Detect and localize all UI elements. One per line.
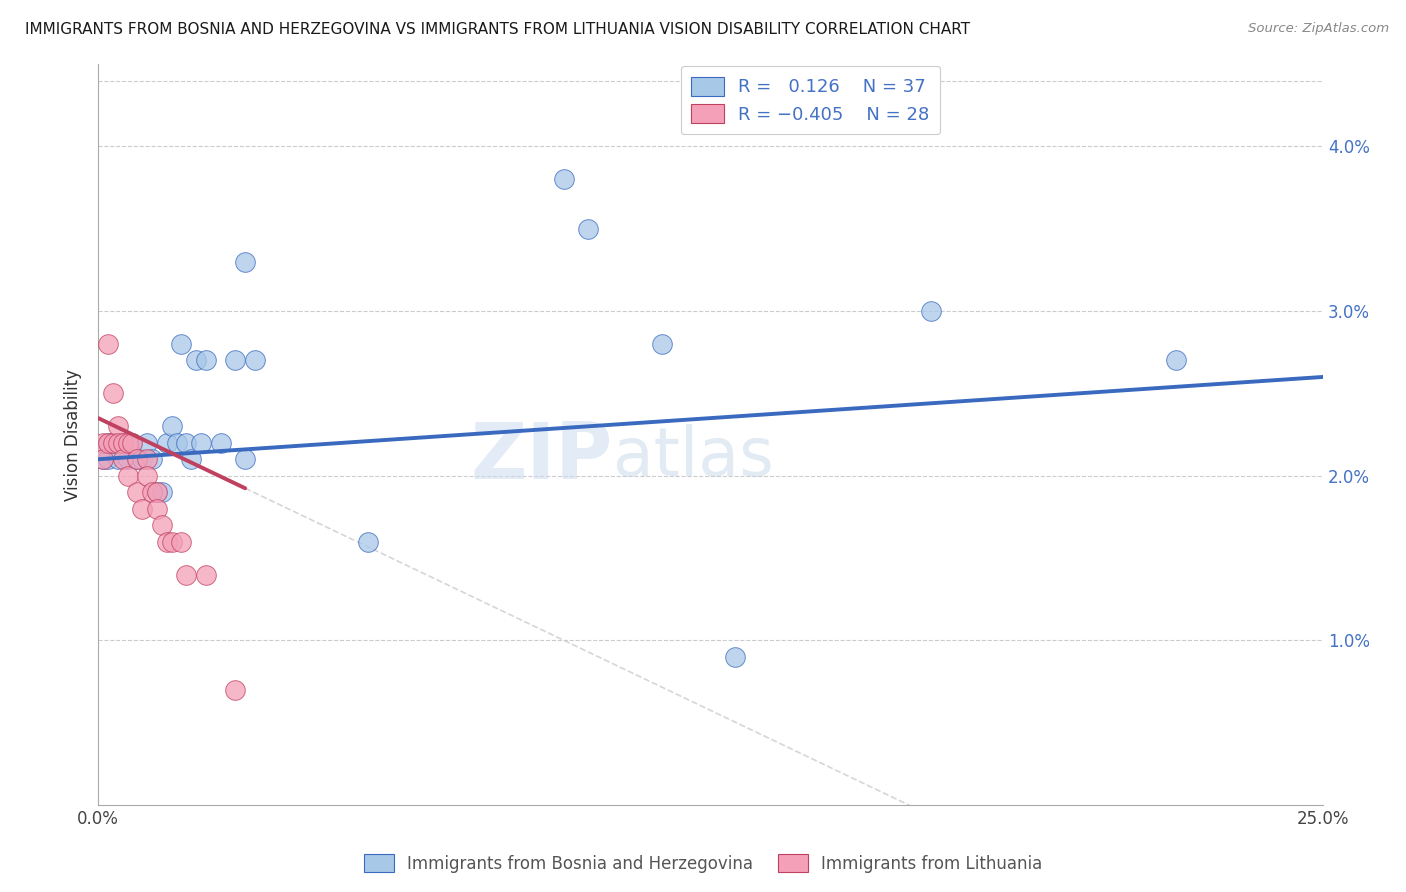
- Point: [121, 435, 143, 450]
- Point: [233, 452, 256, 467]
- Point: [136, 468, 159, 483]
- Point: [131, 501, 153, 516]
- Point: [91, 452, 114, 467]
- Point: [190, 435, 212, 450]
- Text: ZIP: ZIP: [471, 419, 613, 495]
- Point: [160, 419, 183, 434]
- Point: [111, 435, 134, 450]
- Point: [194, 353, 217, 368]
- Point: [101, 435, 124, 450]
- Point: [107, 452, 129, 467]
- Point: [150, 485, 173, 500]
- Point: [243, 353, 266, 368]
- Point: [146, 485, 169, 500]
- Point: [101, 386, 124, 401]
- Point: [150, 518, 173, 533]
- Point: [111, 435, 134, 450]
- Point: [209, 435, 232, 450]
- Point: [224, 682, 246, 697]
- Point: [166, 435, 188, 450]
- Point: [651, 337, 673, 351]
- Point: [141, 485, 163, 500]
- Point: [146, 501, 169, 516]
- Point: [920, 304, 942, 318]
- Text: atlas: atlas: [613, 424, 773, 490]
- Point: [576, 221, 599, 235]
- Point: [553, 172, 575, 186]
- Point: [97, 435, 120, 450]
- Point: [117, 468, 139, 483]
- Point: [724, 649, 747, 664]
- Point: [131, 452, 153, 467]
- Point: [141, 452, 163, 467]
- Legend: R =   0.126    N = 37, R = −0.405    N = 28: R = 0.126 N = 37, R = −0.405 N = 28: [681, 66, 941, 135]
- Point: [160, 534, 183, 549]
- Point: [176, 435, 198, 450]
- Point: [136, 452, 159, 467]
- Point: [186, 353, 208, 368]
- Point: [224, 353, 246, 368]
- Point: [117, 435, 139, 450]
- Point: [194, 567, 217, 582]
- Point: [170, 534, 193, 549]
- Text: IMMIGRANTS FROM BOSNIA AND HERZEGOVINA VS IMMIGRANTS FROM LITHUANIA VISION DISAB: IMMIGRANTS FROM BOSNIA AND HERZEGOVINA V…: [25, 22, 970, 37]
- Point: [117, 452, 139, 467]
- Point: [146, 485, 169, 500]
- Point: [127, 485, 149, 500]
- Point: [127, 452, 149, 467]
- Point: [136, 435, 159, 450]
- Point: [107, 435, 129, 450]
- Point: [111, 452, 134, 467]
- Point: [121, 435, 143, 450]
- Point: [107, 419, 129, 434]
- Legend: Immigrants from Bosnia and Herzegovina, Immigrants from Lithuania: Immigrants from Bosnia and Herzegovina, …: [357, 847, 1049, 880]
- Point: [233, 254, 256, 268]
- Point: [176, 567, 198, 582]
- Point: [97, 337, 120, 351]
- Point: [127, 452, 149, 467]
- Point: [91, 435, 114, 450]
- Point: [97, 452, 120, 467]
- Y-axis label: Vision Disability: Vision Disability: [65, 368, 82, 500]
- Text: Source: ZipAtlas.com: Source: ZipAtlas.com: [1249, 22, 1389, 36]
- Point: [356, 534, 378, 549]
- Point: [156, 534, 179, 549]
- Point: [1164, 353, 1187, 368]
- Point: [170, 337, 193, 351]
- Point: [101, 435, 124, 450]
- Point: [97, 435, 120, 450]
- Point: [180, 452, 202, 467]
- Point: [156, 435, 179, 450]
- Point: [91, 452, 114, 467]
